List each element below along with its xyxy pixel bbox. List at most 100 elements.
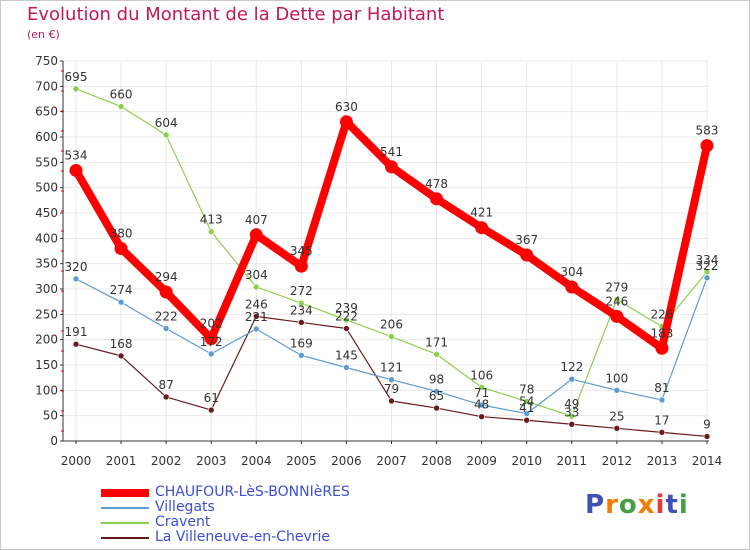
data-point [207, 350, 215, 358]
data-label: 79 [384, 382, 399, 396]
data-point [72, 85, 80, 93]
data-label: 274 [110, 283, 133, 297]
data-point [613, 387, 621, 394]
data-point [162, 131, 170, 139]
legend-item: La Villeneuve-en-Chevrie [101, 530, 350, 545]
data-point [207, 406, 215, 414]
y-tick-label: 750 [35, 54, 58, 68]
data-label: 61 [204, 391, 219, 405]
y-tick-label: 350 [35, 257, 58, 271]
data-point [69, 163, 83, 177]
y-tick-label: 100 [35, 383, 58, 397]
series-group [69, 85, 714, 440]
data-label: 272 [290, 284, 313, 298]
data-label: 17 [654, 413, 669, 427]
data-point [388, 376, 395, 383]
data-label: 695 [65, 70, 88, 84]
data-label: 121 [380, 361, 403, 375]
data-point [162, 325, 170, 332]
data-label: 49 [564, 397, 579, 411]
data-label: 48 [474, 398, 489, 412]
data-point [252, 325, 260, 333]
legend-swatch [101, 536, 149, 539]
chart-title: Evolution du Montant de la Dette par Hab… [27, 4, 445, 25]
data-label: 9 [703, 417, 711, 431]
chart-subtitle: (en €) [27, 28, 60, 41]
data-point [658, 429, 666, 436]
data-label: 222 [335, 310, 358, 324]
data-label: 41 [519, 401, 534, 415]
data-point [478, 401, 485, 409]
data-point [568, 420, 576, 428]
data-label: 660 [110, 88, 133, 102]
data-point [610, 309, 624, 323]
legend-item: Cravent [101, 515, 350, 530]
data-point [388, 397, 395, 405]
legend-label: Cravent [155, 514, 211, 530]
data-label: 33 [564, 405, 579, 419]
data-point [159, 285, 173, 299]
x-tick-label: 2000 [61, 454, 92, 468]
data-point [298, 352, 305, 359]
x-tick-label: 2005 [286, 454, 317, 468]
data-label: 583 [696, 124, 719, 138]
data-point [433, 351, 440, 358]
data-label: 322 [696, 259, 719, 273]
data-point [339, 115, 353, 129]
x-tick-label: 2008 [421, 454, 452, 468]
y-tick-label: 700 [35, 79, 58, 93]
data-point [343, 316, 350, 324]
data-point [117, 298, 125, 306]
data-label: 78 [519, 382, 534, 396]
legend-item: Villegats [101, 500, 350, 515]
data-point [204, 332, 218, 346]
data-point [568, 375, 576, 383]
data-point [700, 139, 714, 153]
data-point [613, 425, 621, 432]
data-label: 246 [245, 297, 268, 311]
x-tick-label: 2007 [376, 454, 407, 468]
y-tick-label: 50 [43, 409, 58, 423]
y-tick-label: 550 [35, 155, 58, 169]
data-label: 122 [560, 360, 583, 374]
data-point [478, 413, 485, 420]
data-label: 367 [515, 233, 538, 247]
data-label: 413 [200, 213, 223, 227]
legend-swatch [101, 488, 149, 497]
data-label: 246 [605, 294, 628, 308]
logo-letter: i [655, 490, 666, 520]
data-point [72, 275, 80, 283]
legend-item: CHAUFOUR-LèS-BONNIèRES [101, 485, 350, 500]
y-tick-label: 250 [35, 307, 58, 321]
data-point [162, 393, 170, 401]
data-label: 65 [429, 389, 444, 403]
data-point [658, 396, 666, 404]
data-point [207, 228, 215, 236]
x-tick-label: 2002 [151, 454, 182, 468]
chart-legend: CHAUFOUR-LèS-BONNIèRES Villegats Cravent… [101, 485, 350, 545]
x-tick-label: 2012 [602, 454, 633, 468]
data-point [433, 388, 440, 395]
data-label: 320 [65, 260, 88, 274]
x-tick-label: 2014 [692, 454, 723, 468]
data-label: 172 [200, 335, 223, 349]
data-point [117, 103, 125, 110]
data-point [613, 296, 621, 303]
line-chart: 0 50 100 150 200 250 300 350 400 450 500 550 600 650 7… [35, 54, 722, 468]
y-tick-label: 600 [35, 130, 58, 144]
data-label: 54 [519, 395, 534, 409]
data-point [385, 160, 398, 174]
legend-swatch [101, 506, 149, 509]
x-tick-label: 2003 [196, 454, 227, 468]
data-point [252, 313, 260, 320]
data-label: 71 [474, 386, 489, 400]
axes: 0 50 100 150 200 250 300 350 400 450 500 550 600 650 7… [35, 54, 722, 468]
data-label: 345 [290, 244, 313, 258]
data-label: 239 [335, 301, 358, 315]
data-point [565, 280, 579, 294]
data-point [478, 383, 485, 391]
data-label: 421 [470, 206, 493, 220]
data-point [343, 364, 350, 371]
y-tick-label: 150 [35, 358, 58, 372]
